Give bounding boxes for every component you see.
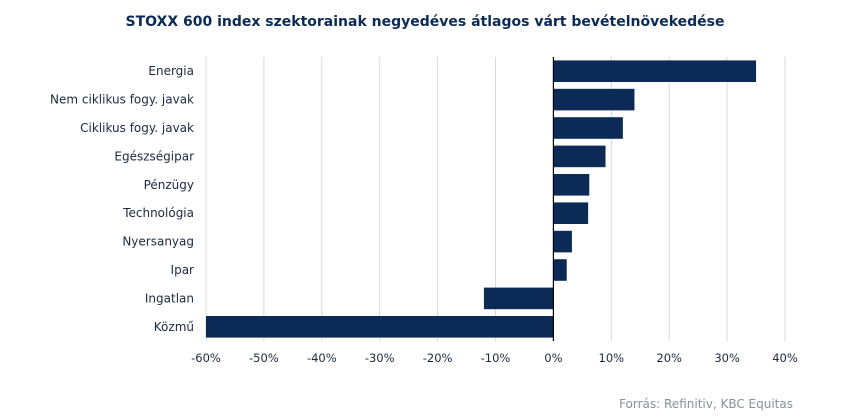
category-label: Ingatlan — [145, 291, 194, 305]
category-label: Technológia — [122, 206, 194, 220]
bar — [553, 88, 635, 111]
x-tick-label: 0% — [544, 351, 562, 365]
category-label: Nem ciklikus fogy. javak — [50, 93, 194, 107]
x-tick-label: -50% — [249, 351, 279, 365]
x-tick-label: 40% — [772, 351, 798, 365]
bar — [553, 230, 572, 253]
category-label: Egészségipar — [114, 149, 194, 163]
x-tick-label: 20% — [656, 351, 682, 365]
chart-title: STOXX 600 index szektorainak negyedéves … — [126, 14, 725, 30]
category-label: Ciklikus fogy. javak — [80, 121, 194, 135]
x-tick-label: -60% — [191, 351, 221, 365]
x-tick-label: -10% — [481, 351, 511, 365]
bar — [206, 316, 554, 338]
x-tick-label: 10% — [599, 351, 625, 365]
category-label: Ipar — [171, 263, 195, 277]
bar — [553, 202, 589, 224]
x-tick-labels: -60% -50% -40% -30% -20% -10% 0% 10% 20% 30% 40% — [191, 351, 798, 365]
x-tick-label: 30% — [714, 351, 740, 365]
category-labels: Energia Nem ciklikus fogy. javak Ciklikus … — [50, 64, 194, 334]
category-label: Közmű — [154, 320, 194, 334]
x-tick-label: -40% — [307, 351, 337, 365]
bar — [553, 60, 757, 82]
bar-layer — [206, 60, 757, 338]
category-label: Nyersanyag — [122, 235, 194, 249]
bar — [553, 174, 590, 196]
x-tick-label: -30% — [365, 351, 395, 365]
bar — [553, 259, 567, 281]
category-label: Energia — [148, 64, 194, 78]
bar — [483, 287, 554, 310]
x-tick-label: -20% — [423, 351, 453, 365]
bar — [553, 117, 623, 139]
category-label: Pénzügy — [144, 178, 194, 192]
source-note: Forrás: Refinitiv, KBC Equitas — [619, 397, 793, 411]
bar — [553, 145, 606, 168]
